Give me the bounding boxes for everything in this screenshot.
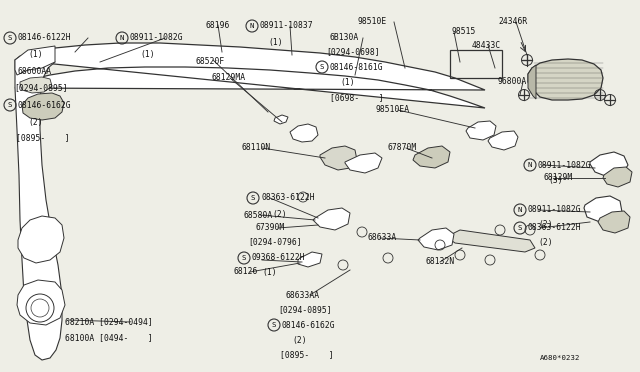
Text: 67870M: 67870M [388, 144, 417, 153]
Polygon shape [528, 59, 603, 100]
Text: 08911-10837: 08911-10837 [260, 22, 314, 31]
Text: S: S [242, 255, 246, 261]
Polygon shape [15, 55, 62, 360]
Text: 68110N: 68110N [242, 144, 271, 153]
Text: 68633AA: 68633AA [285, 291, 319, 299]
Text: 68580A: 68580A [244, 211, 273, 219]
Text: (2): (2) [538, 237, 552, 247]
Text: 68633A: 68633A [368, 234, 397, 243]
Text: 24346R: 24346R [498, 17, 527, 26]
Text: S: S [8, 35, 12, 41]
Text: (1): (1) [262, 267, 276, 276]
Text: [0294-0698]: [0294-0698] [326, 48, 380, 57]
Polygon shape [590, 152, 628, 177]
Polygon shape [20, 77, 52, 93]
Text: 08363-6122H: 08363-6122H [528, 224, 582, 232]
Text: 68129M: 68129M [544, 173, 573, 183]
Text: N: N [120, 35, 124, 41]
Text: S: S [518, 225, 522, 231]
Polygon shape [290, 124, 318, 142]
Polygon shape [598, 211, 630, 233]
Text: (2): (2) [272, 211, 287, 219]
Text: (2): (2) [28, 118, 43, 126]
Text: 68520F: 68520F [195, 58, 224, 67]
Text: (1): (1) [140, 51, 155, 60]
Text: [0294-0895]: [0294-0895] [278, 305, 332, 314]
Text: S: S [251, 195, 255, 201]
Text: 68196: 68196 [205, 22, 229, 31]
Text: [0294-0895]: [0294-0895] [14, 83, 68, 93]
Text: 67390M: 67390M [255, 224, 284, 232]
Text: [0895-    ]: [0895- ] [16, 134, 70, 142]
Text: 08911-1082G: 08911-1082G [528, 205, 582, 215]
Text: S: S [320, 64, 324, 70]
Text: 96800A: 96800A [498, 77, 527, 87]
Text: [0698-    ]: [0698- ] [330, 93, 383, 103]
Text: 08911-1082G: 08911-1082G [130, 33, 184, 42]
Polygon shape [418, 228, 454, 250]
Text: 08911-1082G: 08911-1082G [538, 160, 591, 170]
Polygon shape [584, 196, 622, 222]
Polygon shape [15, 46, 55, 75]
Text: (3): (3) [548, 176, 563, 185]
Text: 6B130A: 6B130A [330, 33, 359, 42]
Polygon shape [448, 230, 535, 252]
Text: S: S [272, 322, 276, 328]
Polygon shape [413, 146, 450, 168]
Text: N: N [518, 207, 522, 213]
Text: [0895-    ]: [0895- ] [280, 350, 333, 359]
Text: 68600AA: 68600AA [18, 67, 52, 77]
Polygon shape [18, 216, 64, 263]
Polygon shape [15, 43, 485, 108]
Text: 08146-6122H: 08146-6122H [18, 33, 72, 42]
Polygon shape [17, 280, 65, 325]
Text: (1): (1) [340, 77, 355, 87]
Text: 68100A [0494-    ]: 68100A [0494- ] [65, 334, 153, 343]
Polygon shape [603, 167, 632, 187]
Text: (2): (2) [538, 221, 552, 230]
Polygon shape [345, 153, 382, 173]
Polygon shape [528, 65, 536, 99]
Text: 98510EA: 98510EA [375, 106, 409, 115]
Text: (2): (2) [292, 336, 307, 344]
Text: (1): (1) [28, 51, 43, 60]
Polygon shape [22, 93, 64, 120]
Polygon shape [466, 121, 496, 140]
Text: 08363-6122H: 08363-6122H [261, 193, 315, 202]
Text: N: N [528, 162, 532, 168]
Polygon shape [320, 146, 357, 170]
Text: 68132N: 68132N [426, 257, 455, 266]
Text: 08146-6162G: 08146-6162G [18, 100, 72, 109]
Text: [0294-0796]: [0294-0796] [248, 237, 301, 247]
Text: 68126: 68126 [234, 267, 259, 276]
Text: 98515: 98515 [452, 28, 476, 36]
Polygon shape [313, 208, 350, 230]
Text: 09368-6122H: 09368-6122H [252, 253, 306, 263]
Text: S: S [8, 102, 12, 108]
Polygon shape [488, 131, 518, 150]
Text: N: N [250, 23, 254, 29]
Text: A680*0232: A680*0232 [540, 355, 580, 361]
Text: 48433C: 48433C [472, 41, 501, 49]
Text: 68210A [0294-0494]: 68210A [0294-0494] [65, 317, 153, 327]
Text: 98510E: 98510E [358, 17, 387, 26]
Text: 08146-6162G: 08146-6162G [282, 321, 335, 330]
Text: 68129MA: 68129MA [212, 74, 246, 83]
Text: 08146-8161G: 08146-8161G [330, 62, 383, 71]
Text: (1): (1) [268, 38, 283, 46]
Polygon shape [274, 115, 288, 124]
Polygon shape [298, 252, 322, 267]
